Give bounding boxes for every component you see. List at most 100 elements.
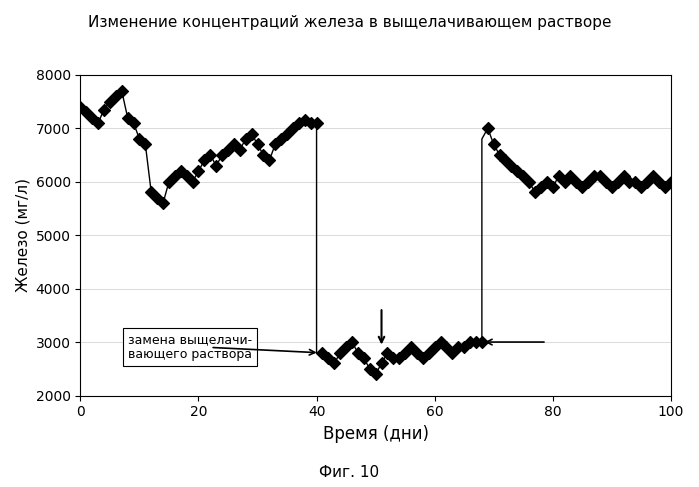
Point (305, 119, 316, 127)
Point (275, 135, 287, 143)
Point (104, 98, 115, 106)
Point (116, 87, 127, 95)
Point (335, 349, 346, 356)
Point (535, 183, 547, 191)
Point (612, 178, 624, 186)
Point (187, 178, 199, 186)
Point (618, 172, 629, 180)
Point (394, 354, 405, 362)
Point (600, 178, 612, 186)
Point (529, 188, 540, 196)
Point (376, 359, 387, 367)
Point (494, 151, 505, 159)
Point (429, 343, 440, 351)
Point (565, 172, 576, 180)
Text: Фиг. 10: Фиг. 10 (319, 465, 380, 480)
Point (571, 178, 582, 186)
Point (405, 343, 417, 351)
Point (500, 156, 511, 164)
Point (234, 146, 245, 153)
Point (435, 338, 446, 346)
Point (400, 349, 411, 356)
Point (164, 178, 175, 186)
Point (624, 178, 635, 186)
Point (287, 124, 298, 132)
Point (92, 119, 103, 127)
Point (264, 156, 275, 164)
Point (382, 349, 393, 356)
Point (659, 183, 670, 191)
Point (470, 338, 482, 346)
Y-axis label: Железо (мг/л): Железо (мг/л) (15, 178, 30, 292)
Text: замена выщелачи-
вающего раствора: замена выщелачи- вающего раствора (128, 334, 252, 361)
Point (270, 140, 281, 148)
Point (417, 354, 428, 362)
Point (175, 167, 187, 175)
Point (553, 172, 564, 180)
Point (559, 178, 570, 186)
Point (80, 109, 92, 116)
Point (252, 140, 263, 148)
Point (512, 167, 523, 175)
Point (630, 178, 641, 186)
Point (464, 338, 475, 346)
Point (606, 183, 617, 191)
Point (577, 183, 588, 191)
Point (258, 151, 269, 159)
Point (169, 172, 180, 180)
Point (642, 178, 653, 186)
Point (665, 178, 677, 186)
Point (476, 338, 487, 346)
Point (364, 365, 375, 373)
Point (459, 343, 470, 351)
Point (152, 194, 163, 202)
Point (157, 199, 168, 207)
Point (99, 106, 110, 113)
Point (352, 349, 363, 356)
X-axis label: Время (дни): Время (дни) (323, 425, 428, 443)
Point (411, 349, 422, 356)
Point (441, 343, 452, 351)
Point (317, 349, 328, 356)
Point (128, 119, 139, 127)
Point (222, 146, 233, 153)
Point (217, 151, 228, 159)
Point (246, 130, 257, 137)
Point (199, 156, 210, 164)
Point (524, 178, 535, 186)
Point (447, 349, 458, 356)
Point (75, 103, 86, 111)
Point (140, 140, 151, 148)
Point (240, 135, 252, 143)
Point (647, 172, 658, 180)
Point (423, 349, 434, 356)
Point (347, 338, 358, 346)
Point (589, 172, 600, 180)
Point (541, 178, 552, 186)
Point (582, 178, 593, 186)
Point (299, 116, 310, 124)
Point (488, 140, 499, 148)
Point (340, 343, 352, 351)
Point (294, 119, 305, 127)
Point (282, 130, 293, 137)
Point (370, 370, 381, 378)
Point (205, 151, 216, 159)
Point (388, 354, 399, 362)
Point (329, 359, 340, 367)
Point (311, 119, 322, 127)
Point (506, 162, 517, 169)
Point (453, 343, 464, 351)
Point (181, 172, 192, 180)
Point (210, 162, 222, 169)
Point (482, 124, 493, 132)
Point (323, 354, 334, 362)
Point (654, 178, 665, 186)
Point (635, 183, 647, 191)
Point (518, 172, 529, 180)
Point (110, 93, 122, 100)
Point (358, 354, 369, 362)
Point (547, 183, 559, 191)
Point (193, 167, 204, 175)
Point (134, 135, 145, 143)
